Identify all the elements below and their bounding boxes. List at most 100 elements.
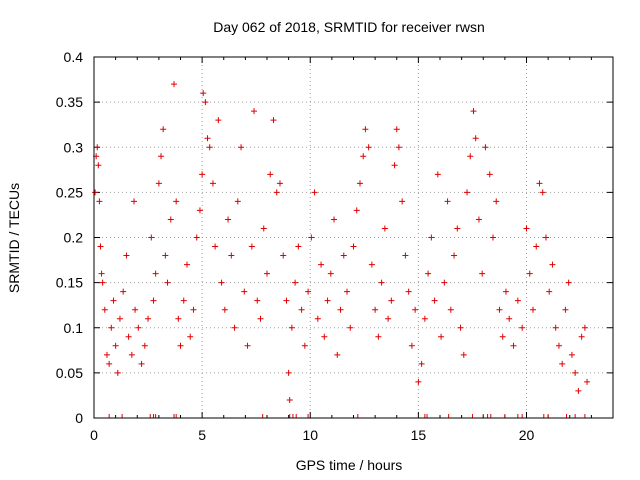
- data-point: [155, 180, 162, 187]
- y-tick-label: 0: [75, 410, 83, 426]
- data-point: [116, 315, 123, 322]
- data-point: [475, 216, 482, 223]
- data-point: [280, 252, 287, 259]
- data-point: [344, 288, 351, 295]
- y-tick-label: 0.35: [56, 94, 83, 110]
- data-point: [340, 252, 347, 259]
- data-point: [519, 324, 526, 331]
- data-point: [334, 351, 341, 358]
- data-point: [464, 189, 471, 196]
- data-point: [552, 324, 559, 331]
- data-point: [273, 189, 280, 196]
- zero-value-points: [108, 414, 586, 418]
- data-point: [493, 198, 500, 205]
- data-point: [228, 252, 235, 259]
- data-point: [395, 144, 402, 151]
- data-point: [234, 198, 241, 205]
- data-points: [92, 81, 591, 403]
- data-point: [244, 342, 251, 349]
- data-point: [565, 279, 572, 286]
- data-point: [572, 369, 579, 376]
- data-point: [164, 279, 171, 286]
- data-point: [539, 189, 546, 196]
- data-point: [135, 324, 142, 331]
- data-point: [106, 360, 113, 367]
- data-point: [264, 270, 270, 277]
- data-point: [95, 162, 102, 169]
- grid-lines: [94, 57, 613, 418]
- data-point: [575, 387, 582, 394]
- data-point: [276, 180, 283, 187]
- data-point: [305, 288, 312, 295]
- data-point: [529, 306, 536, 313]
- x-tick-labels: 0 5 10 15 20: [90, 427, 534, 443]
- data-point: [131, 198, 138, 205]
- data-point: [499, 333, 506, 340]
- data-point: [225, 216, 232, 223]
- data-point: [108, 324, 115, 331]
- data-point: [167, 216, 174, 223]
- x-axis-label: GPS time / hours: [296, 457, 403, 473]
- data-point: [196, 207, 203, 214]
- data-point: [308, 234, 315, 241]
- x-tick-label: 10: [302, 427, 318, 443]
- data-point: [125, 333, 132, 340]
- data-point: [457, 324, 464, 331]
- data-point: [141, 342, 148, 349]
- data-point: [180, 297, 187, 304]
- data-point: [337, 306, 344, 313]
- data-point: [482, 144, 489, 151]
- y-tick-label: 0.3: [64, 139, 84, 155]
- data-point: [347, 324, 354, 331]
- data-point: [128, 351, 135, 358]
- data-point: [321, 333, 328, 340]
- plot-frame: [93, 56, 614, 419]
- data-point: [92, 189, 99, 196]
- data-point: [549, 261, 556, 268]
- data-point: [431, 297, 438, 304]
- data-point: [314, 315, 321, 322]
- data-point: [150, 297, 157, 304]
- data-point: [454, 225, 461, 232]
- data-point: [101, 306, 108, 313]
- data-point: [526, 270, 533, 277]
- data-point: [408, 342, 415, 349]
- data-point: [260, 225, 267, 232]
- data-point: [362, 126, 369, 133]
- data-point: [257, 315, 264, 322]
- data-point: [241, 288, 248, 295]
- data-point: [451, 252, 458, 259]
- data-point: [187, 333, 194, 340]
- data-point: [114, 369, 121, 376]
- y-tick-labels: 0 0.05 0.1 0.15 0.2 0.25 0.3 0.35 0.4: [56, 49, 83, 426]
- data-point: [288, 324, 295, 331]
- data-point: [327, 270, 334, 277]
- y-tick-label: 0.05: [56, 365, 83, 381]
- y-axis-label: SRMTID / TECUs: [6, 183, 22, 293]
- data-point: [138, 360, 145, 367]
- data-point: [254, 297, 261, 304]
- data-point: [160, 126, 167, 133]
- data-point: [221, 306, 228, 313]
- data-point: [405, 288, 412, 295]
- data-point: [270, 117, 277, 124]
- data-point: [375, 333, 382, 340]
- data-point: [171, 81, 178, 88]
- x-tick-label: 0: [90, 427, 98, 443]
- data-point: [158, 153, 165, 160]
- data-point: [298, 306, 305, 313]
- data-point: [434, 171, 441, 178]
- y-tick-label: 0.2: [64, 230, 84, 246]
- data-point: [94, 144, 101, 151]
- data-point: [199, 171, 206, 178]
- data-point: [467, 153, 474, 160]
- data-point: [248, 243, 255, 250]
- data-point: [209, 180, 216, 187]
- axis-ticks: [93, 56, 613, 419]
- data-point: [96, 198, 103, 205]
- data-point: [99, 279, 106, 286]
- data-point: [555, 342, 562, 349]
- data-point: [514, 297, 521, 304]
